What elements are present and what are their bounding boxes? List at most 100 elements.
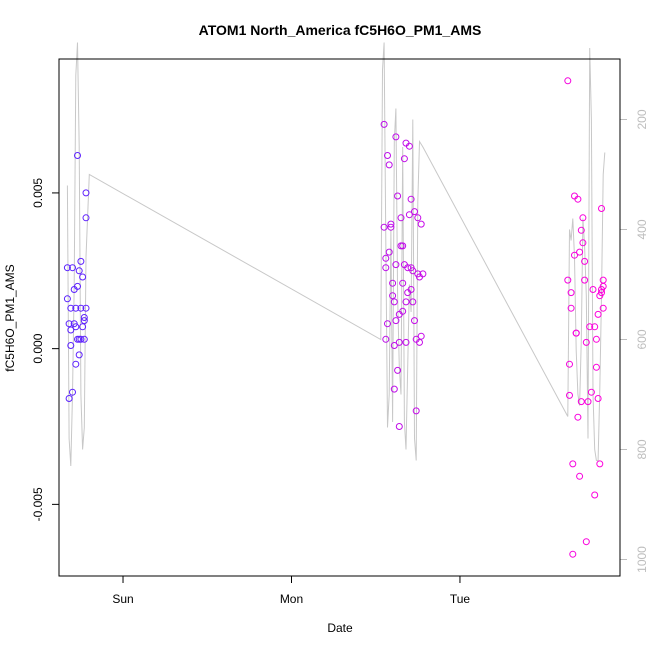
right-tick-label: 600 xyxy=(635,329,649,349)
data-point xyxy=(587,388,595,396)
data-point xyxy=(564,276,572,284)
data-point xyxy=(67,304,75,312)
data-point xyxy=(63,264,71,272)
data-point xyxy=(567,304,575,312)
x-axis-label: Date xyxy=(327,621,353,635)
data-point xyxy=(596,460,604,468)
data-point xyxy=(592,335,600,343)
data-point xyxy=(392,261,400,269)
data-point xyxy=(74,282,81,290)
data-point xyxy=(407,286,415,293)
data-point xyxy=(77,335,85,343)
data-point xyxy=(582,338,590,346)
data-point xyxy=(411,317,418,325)
data-point xyxy=(407,195,415,203)
data-point xyxy=(65,320,73,328)
data-point xyxy=(395,423,403,430)
data-point xyxy=(63,295,71,303)
data-point xyxy=(584,398,592,406)
data-point xyxy=(576,472,584,480)
data-point xyxy=(400,155,408,163)
data-point xyxy=(402,338,410,346)
data-point xyxy=(384,320,391,328)
data-point xyxy=(599,304,607,312)
data-point xyxy=(582,538,590,546)
data-point xyxy=(385,161,393,169)
data-point xyxy=(594,395,602,402)
data-point xyxy=(69,264,76,272)
data-point xyxy=(411,208,418,216)
data-point xyxy=(399,279,407,287)
data-point xyxy=(394,366,402,374)
data-point xyxy=(569,550,577,558)
data-point xyxy=(67,326,75,334)
data-points-layer xyxy=(63,77,607,558)
y-axis-label: fC5H6O_PM1_AMS xyxy=(3,264,17,371)
data-point xyxy=(79,273,87,281)
data-point xyxy=(598,289,605,297)
data-point xyxy=(387,220,395,228)
data-point xyxy=(591,491,599,499)
data-point xyxy=(82,214,90,222)
data-point xyxy=(586,323,594,331)
data-point xyxy=(82,304,90,312)
data-point xyxy=(572,329,580,337)
data-point xyxy=(412,407,420,415)
data-point xyxy=(72,360,80,368)
data-point xyxy=(65,395,73,402)
data-point xyxy=(67,342,75,349)
data-point xyxy=(564,77,572,85)
data-point xyxy=(579,239,587,247)
data-point xyxy=(566,391,573,399)
data-point xyxy=(417,332,425,340)
data-point xyxy=(389,292,397,300)
data-point xyxy=(405,211,413,219)
y-tick-label: 0.000 xyxy=(31,333,45,363)
data-point xyxy=(80,317,88,325)
right-tick-label: 400 xyxy=(635,219,649,239)
data-point xyxy=(402,298,410,306)
data-point xyxy=(419,270,427,278)
data-point xyxy=(382,335,390,343)
data-point xyxy=(399,242,407,250)
data-point xyxy=(594,310,602,318)
data-point xyxy=(589,286,597,293)
data-point xyxy=(394,192,402,200)
data-point xyxy=(591,323,599,331)
data-point xyxy=(390,342,398,349)
data-point xyxy=(409,298,417,306)
altitude-line-layer xyxy=(66,42,606,467)
data-point xyxy=(569,460,577,468)
data-point xyxy=(82,189,90,197)
data-point xyxy=(77,304,85,312)
data-point xyxy=(79,323,87,331)
chart-title: ATOM1 North_America fC5H6O_PM1_AMS xyxy=(199,22,482,38)
data-point xyxy=(75,267,83,275)
axes-layer: Sun Mon Tue -0.005 0.000 0.005 200 400 600 800 100… xyxy=(31,109,649,606)
right-tick-label: 800 xyxy=(635,439,649,459)
data-point xyxy=(72,304,80,312)
data-point xyxy=(382,264,390,272)
x-tick-label: Mon xyxy=(280,592,303,606)
data-point xyxy=(592,363,600,371)
data-point xyxy=(417,220,425,228)
data-point xyxy=(581,257,589,265)
data-point xyxy=(581,276,589,284)
data-point xyxy=(80,335,88,343)
data-point xyxy=(80,314,88,321)
data-point xyxy=(566,360,573,368)
right-tick-label: 1000 xyxy=(635,546,649,573)
plot-frame xyxy=(58,58,621,577)
right-tick-label: 200 xyxy=(635,109,649,129)
data-point xyxy=(380,223,388,231)
data-point xyxy=(414,214,422,222)
data-point xyxy=(577,398,585,406)
data-point xyxy=(387,223,395,231)
data-point xyxy=(574,195,582,203)
data-point xyxy=(69,388,76,396)
data-point xyxy=(571,251,578,259)
data-point xyxy=(382,254,390,262)
data-point xyxy=(599,276,607,284)
